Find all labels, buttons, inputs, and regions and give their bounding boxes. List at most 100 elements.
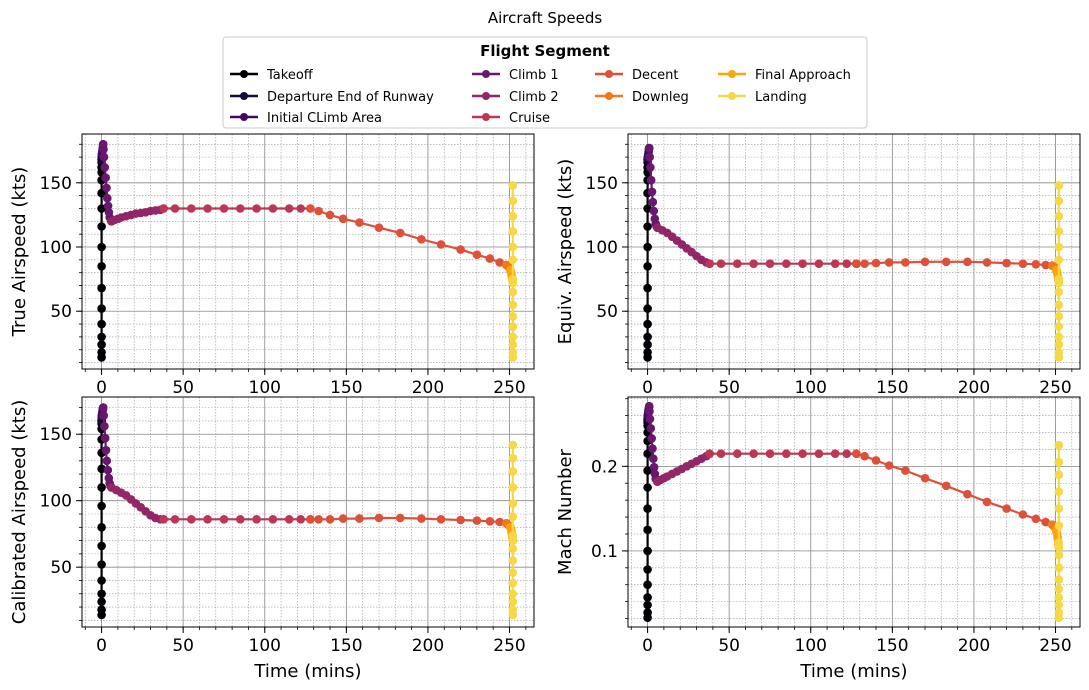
x-tick-label: 150: [330, 636, 362, 656]
data-point-decent: [338, 214, 348, 224]
data-point-decent: [982, 258, 992, 267]
data-point-landing: [1054, 255, 1064, 265]
data-point-takeoff: [643, 348, 652, 357]
data-point-cruise: [716, 449, 726, 459]
data-point-landing: [508, 287, 518, 297]
data-point-takeoff: [643, 319, 652, 329]
y-axis-label: Mach Number: [555, 448, 576, 574]
data-point-climb-1: [100, 163, 110, 172]
data-point-climb-1: [101, 445, 111, 455]
data-point-landing: [1054, 322, 1064, 331]
panel-equiv-airspeed: 0 50 100 150 200 250 50 100 150 Equiv. Airspeed (…: [555, 133, 1081, 398]
data-point-landing: [1054, 300, 1064, 310]
data-point-decent: [982, 497, 992, 507]
data-point-takeoff: [643, 504, 652, 513]
data-point-takeoff: [97, 605, 106, 614]
data-point-takeoff: [643, 608, 652, 617]
data-point-climb-1: [645, 407, 654, 416]
data-point-takeoff: [643, 580, 652, 589]
data-point-decent: [852, 449, 861, 459]
x-axis-label: Time (mins): [799, 661, 907, 682]
data-point-decent: [395, 513, 405, 523]
legend-swatch-marker: [605, 92, 613, 100]
x-tick-label: 100: [795, 636, 827, 656]
data-point-takeoff: [643, 242, 652, 252]
legend-entry-downleg: Downleg: [595, 90, 689, 105]
data-point-decent: [860, 451, 869, 461]
data-point-landing: [508, 274, 518, 284]
legend-entry-takeoff: Takeoff: [230, 68, 314, 83]
data-point-landing: [508, 467, 518, 476]
data-point-decent: [495, 517, 505, 527]
data-point-decent: [1041, 517, 1050, 527]
legend-swatch-marker: [240, 113, 248, 121]
legend-frame: [222, 36, 868, 129]
legend-entry-decent: Decent: [595, 68, 679, 83]
data-point-takeoff: [643, 466, 652, 475]
data-point-landing: [508, 440, 518, 450]
plot-frame: [627, 133, 1081, 370]
data-point-landing: [1054, 196, 1064, 206]
data-point-landing: [1054, 440, 1064, 450]
y-tick-label: 0.1: [591, 542, 618, 562]
data-point-landing: [1054, 550, 1064, 560]
data-point-cruise: [830, 259, 840, 269]
data-point-landing: [1054, 575, 1064, 584]
data-point-landing: [508, 255, 518, 265]
legend-entry-departure-end-of-runway: Departure End of Runway: [230, 90, 434, 105]
data-point-decent: [456, 515, 465, 525]
data-point-cruise: [170, 204, 180, 213]
data-point-decent: [920, 257, 930, 267]
data-point-landing: [1054, 504, 1064, 513]
data-point-landing: [508, 556, 518, 565]
data-point-takeoff: [97, 304, 106, 313]
data-point-decent: [306, 204, 315, 213]
y-tick-label: 50: [50, 558, 72, 578]
series-group: [97, 403, 518, 620]
y-axis-label: Calibrated Airspeed (kts): [9, 400, 30, 624]
data-point-cruise: [170, 515, 180, 524]
data-point-takeoff: [97, 319, 106, 329]
x-tick-label: 0: [642, 378, 653, 398]
x-tick-label: 50: [718, 378, 740, 398]
data-point-decent: [901, 258, 910, 267]
data-point-climb-1: [648, 197, 658, 207]
legend-entry-label: Cruise: [509, 111, 550, 126]
data-point-climb-1: [645, 414, 655, 424]
data-point-takeoff: [97, 501, 106, 511]
data-point-takeoff: [643, 525, 652, 535]
data-point-landing: [508, 322, 518, 331]
data-point-takeoff: [643, 332, 652, 342]
data-point-cruise: [296, 515, 306, 524]
data-point-cruise: [203, 204, 212, 213]
data-point-decent: [1018, 510, 1028, 519]
data-point-climb-1: [647, 434, 656, 443]
data-point-climb-1: [648, 444, 657, 453]
x-tick-label: 250: [493, 636, 525, 656]
data-point-decent: [395, 228, 405, 238]
data-point-landing: [1054, 487, 1064, 497]
data-point-climb-1: [647, 187, 657, 197]
data-point-landing: [508, 312, 518, 321]
data-point-decent: [941, 257, 951, 267]
data-point-cruise: [749, 259, 758, 269]
data-point-takeoff: [643, 483, 652, 492]
data-point-climb-1: [100, 433, 110, 443]
y-tick-label: 150: [40, 174, 72, 194]
data-point-cruise: [219, 204, 229, 213]
data-point-landing: [508, 531, 518, 540]
legend-entry-label: Initial CLimb Area: [267, 111, 382, 126]
data-point-takeoff: [97, 262, 106, 271]
plot-frame: [627, 396, 1081, 628]
data-point-landing: [1054, 584, 1064, 594]
data-point-takeoff: [97, 222, 106, 231]
data-point-decent: [871, 258, 881, 268]
legend-entry-label: Departure End of Runway: [267, 90, 434, 105]
data-point-cruise: [814, 449, 824, 459]
y-axis-label: Equiv. Airspeed (kts): [555, 159, 576, 345]
data-point-cruise: [765, 449, 775, 459]
y-tick-label: 150: [40, 425, 72, 445]
data-point-climb-1: [645, 152, 654, 162]
data-point-landing: [1054, 181, 1064, 190]
legend-entry-label: Takeoff: [266, 68, 314, 83]
